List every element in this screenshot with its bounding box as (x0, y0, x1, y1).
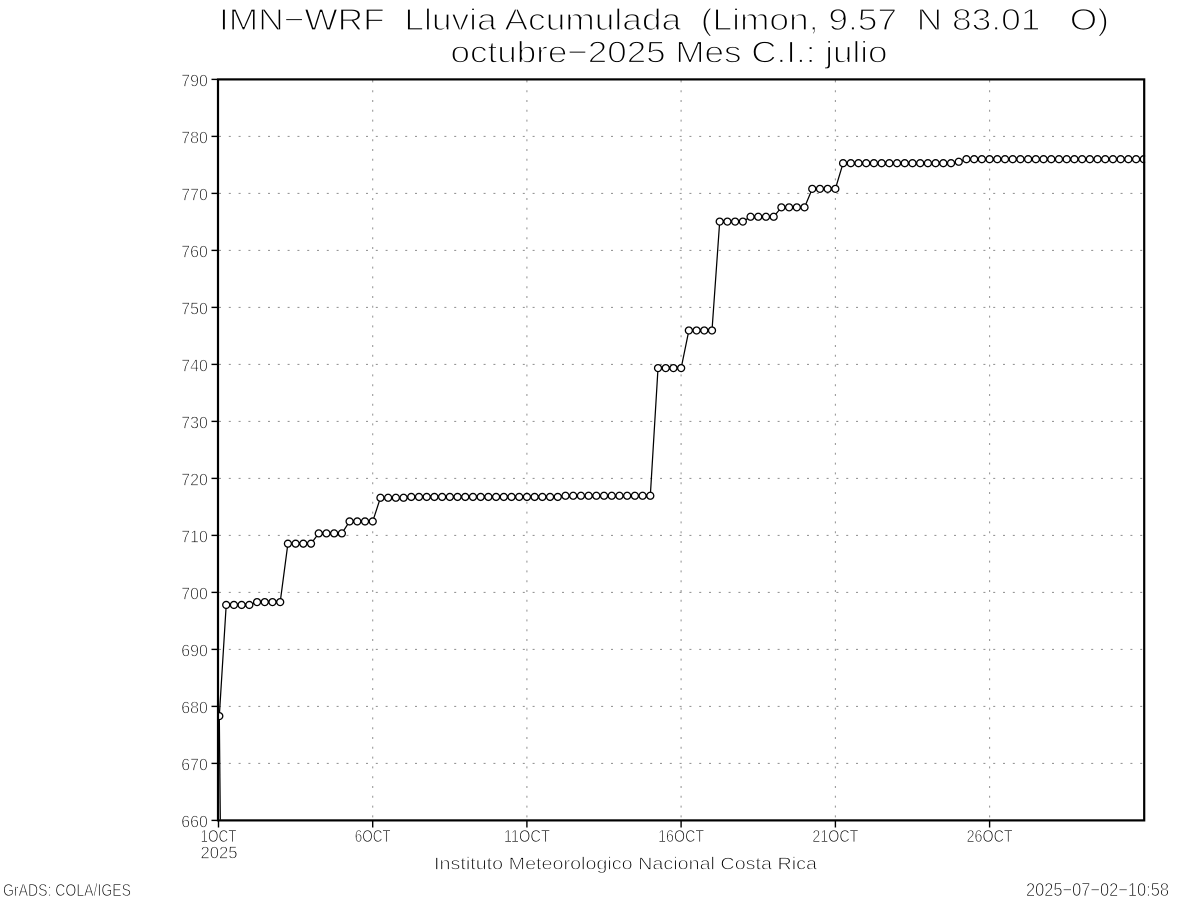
svg-text:790: 790 (181, 71, 208, 91)
svg-text:760: 760 (181, 242, 208, 262)
svg-text:670: 670 (181, 755, 208, 775)
svg-text:1OCT: 1OCT (201, 826, 237, 846)
svg-text:26OCT: 26OCT (967, 826, 1013, 846)
svg-text:780: 780 (181, 128, 208, 148)
svg-text:11OCT: 11OCT (504, 826, 550, 846)
svg-text:16OCT: 16OCT (658, 826, 704, 846)
svg-text:700: 700 (181, 584, 208, 604)
svg-text:GrADS: COLA/IGES: GrADS: COLA/IGES (3, 880, 131, 900)
svg-text:730: 730 (181, 413, 208, 433)
svg-text:21OCT: 21OCT (812, 826, 858, 846)
svg-text:710: 710 (181, 527, 208, 547)
svg-text:770: 770 (181, 185, 208, 205)
svg-text:2025−07−02−10:58: 2025−07−02−10:58 (1026, 879, 1169, 900)
svg-text:IMN−WRF Lluvia Acumulada (Li: IMN−WRF Lluvia Acumulada (Limon, 9.57 N … (219, 2, 1109, 37)
svg-text:2025: 2025 (201, 843, 238, 863)
svg-text:720: 720 (181, 470, 208, 490)
svg-text:680: 680 (181, 698, 208, 718)
svg-text:6OCT: 6OCT (355, 826, 391, 846)
svg-text:Instituto Meteorologico Nacion: Instituto Meteorologico Nacional Costa R… (434, 854, 817, 874)
svg-text:690: 690 (181, 641, 208, 661)
svg-text:660: 660 (181, 812, 208, 832)
svg-text:octubre−2025 Mes C.I.: julio: octubre−2025 Mes C.I.: julio (451, 35, 888, 70)
svg-text:750: 750 (181, 299, 208, 319)
svg-text:740: 740 (181, 356, 208, 376)
